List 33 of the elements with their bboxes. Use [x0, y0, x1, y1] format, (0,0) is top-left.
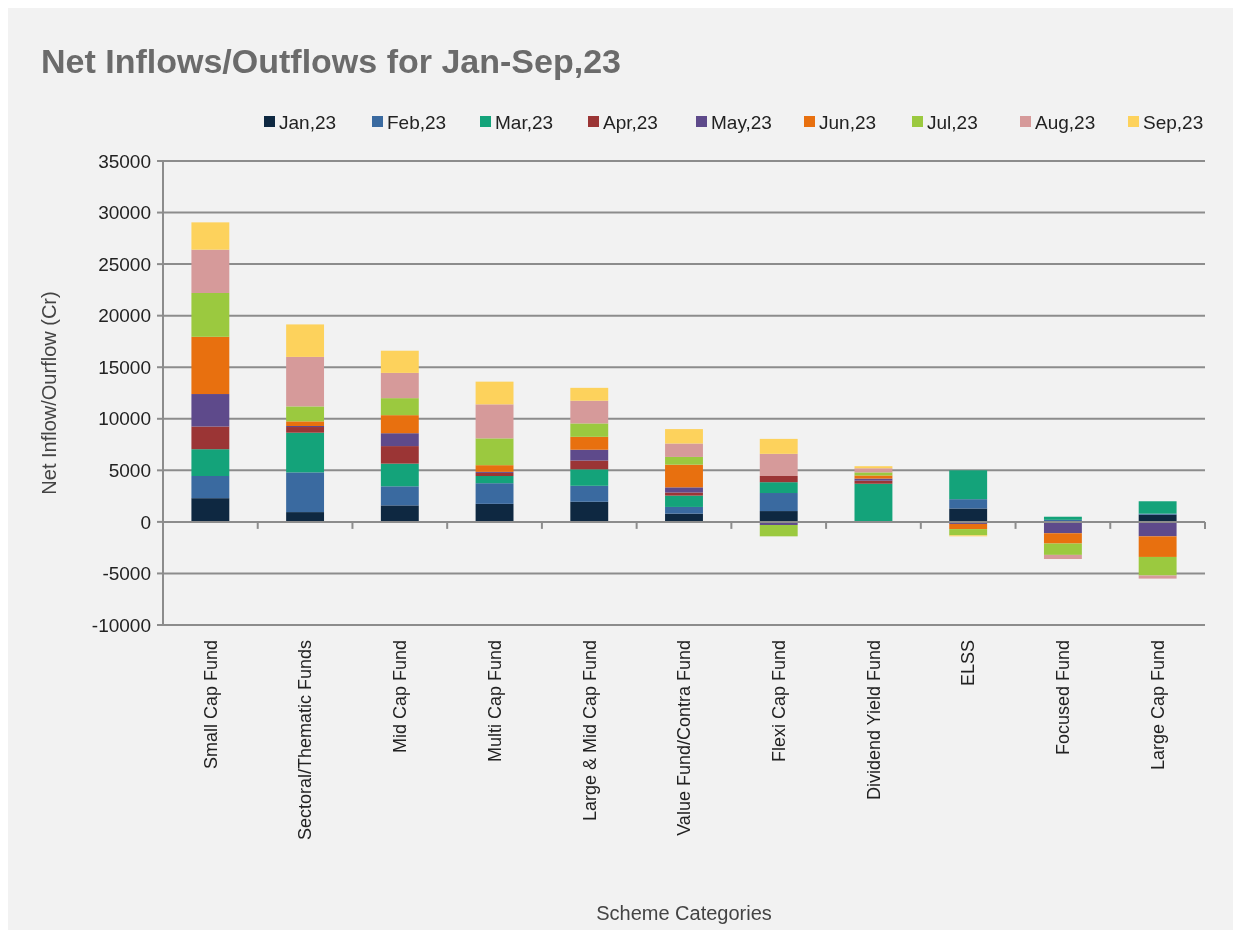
x-tick-label: Sectoral/Thematic Funds — [295, 640, 316, 841]
x-tick-label: Large Cap Fund — [1147, 640, 1168, 771]
legend-label: Mar,23 — [495, 111, 554, 133]
y-tick-label: 35000 — [98, 150, 151, 172]
legend-label: Jan,23 — [279, 111, 337, 133]
x-tick-label: ELSS — [958, 640, 979, 687]
x-tick-label: Mid Cap Fund — [390, 640, 411, 754]
y-tick-label: 25000 — [98, 253, 151, 275]
legend-label: Jun,23 — [819, 111, 877, 133]
legend-label: Sep,23 — [1143, 111, 1204, 133]
legend-label: Aug,23 — [1035, 111, 1096, 133]
x-tick-label: Flexi Cap Fund — [769, 640, 790, 763]
legend-label: Jul,23 — [927, 111, 978, 133]
x-tick-label: Dividend Yield Fund — [863, 640, 884, 801]
y-tick-label: -10000 — [91, 614, 151, 636]
y-tick-label: 30000 — [98, 202, 151, 224]
chart-title: Net Inflows/Outflows for Jan-Sep,23 — [41, 42, 621, 80]
legend-label: May,23 — [711, 111, 772, 133]
legend-label: Feb,23 — [387, 111, 447, 133]
x-tick-label: Large & Mid Cap Fund — [579, 640, 600, 822]
y-tick-label: 20000 — [98, 305, 151, 327]
y-tick-label: 5000 — [108, 459, 151, 481]
y-tick-label: 10000 — [98, 408, 151, 430]
legend-label: Apr,23 — [603, 111, 658, 133]
x-tick-label: Value Fund/Contra Fund — [674, 640, 695, 836]
y-tick-label: 0 — [140, 511, 151, 533]
x-axis-title: Scheme Categories — [596, 902, 772, 924]
y-tick-label: 15000 — [98, 356, 151, 378]
x-tick-label: Multi Cap Fund — [484, 640, 505, 763]
y-axis-title: Net Inflow/Ourflow (Cr) — [38, 291, 60, 495]
y-tick-label: -5000 — [102, 563, 151, 585]
x-tick-label: Small Cap Fund — [200, 640, 221, 770]
x-tick-label: Focused Fund — [1053, 640, 1074, 756]
